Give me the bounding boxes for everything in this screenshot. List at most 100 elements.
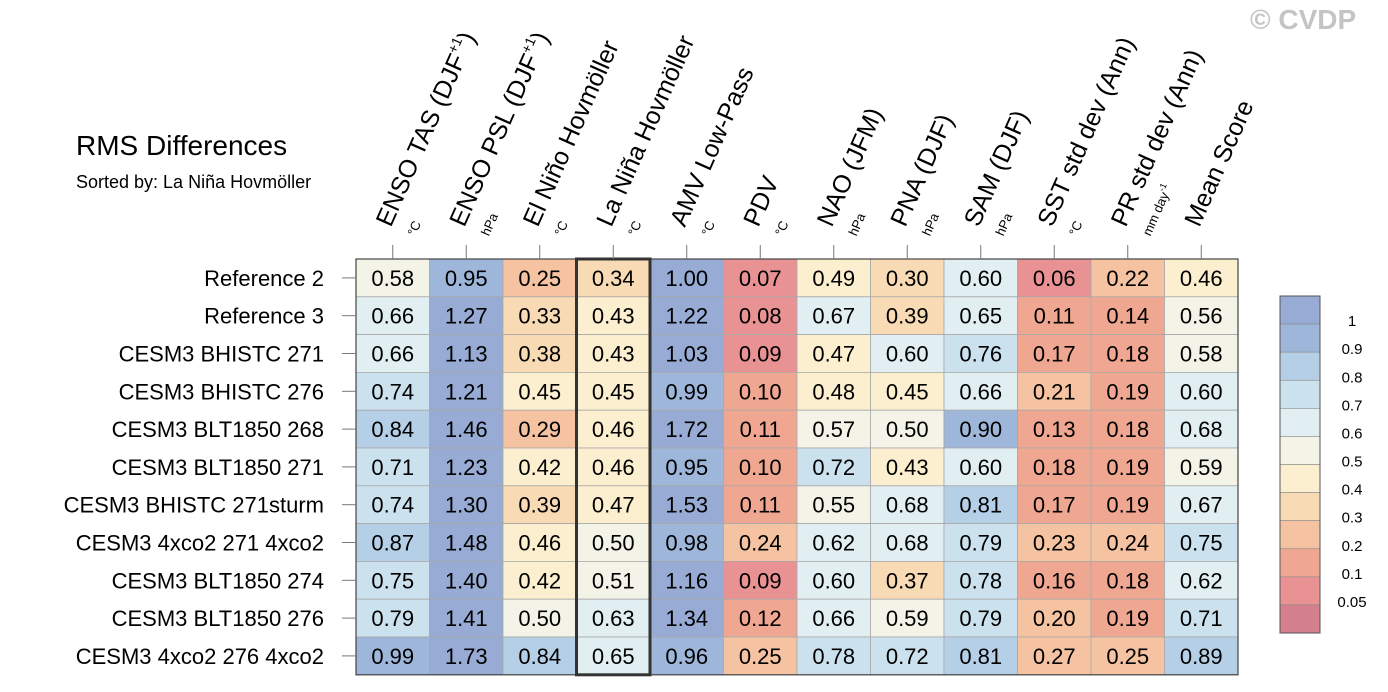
column-unit-label: °C: [404, 219, 424, 238]
column-unit-text: °C: [551, 219, 571, 238]
column-unit-label: °C: [698, 219, 718, 238]
cell-value-label: 0.75: [371, 568, 414, 593]
cell-value-label: 0.78: [812, 644, 855, 669]
heatmap-cell: [1164, 523, 1239, 562]
row-label: CESM3 BHISTC 271: [119, 342, 324, 367]
heatmap-cell: [1090, 485, 1165, 524]
cell-value-label: 0.98: [665, 531, 708, 556]
cell-value-label: 0.12: [739, 606, 782, 631]
colorbar-tick-label: 0.1: [1342, 566, 1363, 583]
heatmap-cell: [1164, 258, 1239, 298]
cell-value-label: 1.30: [445, 493, 488, 518]
cell-value-label: 0.60: [959, 266, 1002, 291]
column-label-name: Mean Score: [1179, 96, 1259, 231]
cell-value-label: 0.20: [1033, 606, 1076, 631]
heatmap-cell: [943, 523, 1018, 562]
heatmap-cell: [943, 485, 1018, 524]
heatmap-cell: [1164, 334, 1239, 373]
cell-value-label: 0.45: [592, 379, 635, 404]
cell-value-label: 0.65: [592, 644, 635, 669]
heatmap-cell: [1164, 409, 1239, 449]
cell-value-label: 0.42: [518, 568, 561, 593]
heatmap-cell: [723, 561, 798, 600]
heatmap-cell: [943, 447, 1018, 487]
heatmap-cell: [870, 409, 945, 449]
cell-value-label: 0.08: [739, 304, 782, 329]
cell-value-label: 0.18: [1106, 342, 1149, 367]
cell-value-label: 0.58: [1180, 342, 1223, 367]
heatmap-cell: [723, 371, 798, 411]
heatmap-cell: [723, 598, 798, 638]
cell-value-label: 0.72: [886, 644, 929, 669]
cell-value-label: 0.39: [886, 304, 929, 329]
cell-value-label: 0.96: [665, 644, 708, 669]
colorbar-tick-label: 1: [1348, 313, 1356, 330]
cell-value-label: 0.79: [959, 531, 1002, 556]
cell-value-label: 0.78: [959, 568, 1002, 593]
cell-value-label: 0.24: [1106, 531, 1149, 556]
heatmap-cell: [649, 447, 724, 487]
heatmap-cell: [1017, 371, 1092, 411]
colorbar: 1 0.9 0.8 0.7 0.6 0.5 0.4 0.3 0.2 0.1 0.05: [1279, 295, 1367, 634]
cell-value-label: 0.68: [886, 531, 929, 556]
cell-value-label: 0.19: [1106, 606, 1149, 631]
cell-value-label: 0.43: [592, 342, 635, 367]
row-label: CESM3 BLT1850 271: [112, 455, 324, 480]
cell-value-label: 0.19: [1106, 493, 1149, 518]
heatmap-cell: [1090, 523, 1165, 562]
column-unit-text: hPa: [478, 210, 501, 238]
cell-value-label: 1.21: [445, 379, 488, 404]
cell-value-label: 0.50: [518, 606, 561, 631]
cell-value-label: 0.43: [886, 455, 929, 480]
heatmap-cell: [723, 334, 798, 373]
heatmap-cell: [796, 296, 871, 335]
heatmap-cell: [1090, 447, 1165, 487]
colorbar-tick-label: 0.4: [1342, 482, 1363, 499]
column-unit-text: °C: [1066, 219, 1086, 238]
column-unit-text: °C: [404, 219, 424, 238]
cell-value-label: 0.71: [371, 455, 414, 480]
cell-value-label: 0.47: [812, 342, 855, 367]
colorbar-tick-label: 0.9: [1342, 341, 1363, 358]
cell-value-label: 0.11: [740, 493, 781, 518]
colorbar-border: [1279, 295, 1321, 634]
chart-subtitle: Sorted by: La Niña Hovmöller: [76, 172, 312, 192]
cell-value-label: 0.66: [812, 606, 855, 631]
heatmap-cell: [1017, 447, 1092, 487]
cell-value-label: 0.24: [739, 531, 782, 556]
cell-value-label: 0.45: [886, 379, 929, 404]
heatmap-cell: [1017, 409, 1092, 449]
heatmap-cell: [429, 598, 504, 638]
cell-value-label: 0.60: [812, 568, 855, 593]
column-unit-text: °C: [625, 219, 645, 238]
colorbar-segment: [1279, 323, 1321, 353]
chart-title: RMS Differences: [76, 130, 288, 161]
cell-value-label: 0.25: [518, 266, 561, 291]
row-label: CESM3 BLT1850 276: [112, 606, 324, 631]
heatmap-cell: [576, 409, 651, 449]
colorbar-segment: [1279, 295, 1321, 325]
cell-value-label: 0.37: [886, 568, 929, 593]
row-label: CESM3 4xco2 276 4xco2: [76, 644, 324, 669]
cell-value-label: 1.40: [445, 568, 488, 593]
cell-value-label: 1.27: [445, 304, 488, 329]
heatmap-cell: [870, 561, 945, 600]
colorbar-segment: [1279, 408, 1321, 437]
cell-value-label: 0.27: [1033, 644, 1076, 669]
cell-value-label: 0.74: [371, 379, 414, 404]
cell-value-label: 0.11: [740, 417, 781, 442]
heatmap-cell: [1017, 523, 1092, 562]
cell-value-label: 0.43: [592, 304, 635, 329]
heatmap-cell: [502, 334, 577, 373]
row-label: CESM3 BLT1850 274: [112, 568, 324, 593]
column-unit-label: °C: [551, 219, 571, 238]
heatmap-cell: [943, 334, 1018, 373]
column-label: SAM (DJF): [959, 106, 1035, 230]
heatmap-cell: [649, 485, 724, 524]
column-unit-label: °C: [772, 219, 792, 238]
cell-value-label: 0.18: [1106, 417, 1149, 442]
column-unit-text: °C: [772, 219, 792, 238]
heatmap-cell: [1164, 636, 1239, 676]
cell-value-label: 1.72: [665, 417, 708, 442]
column-label: NAO (JFM): [812, 104, 889, 231]
